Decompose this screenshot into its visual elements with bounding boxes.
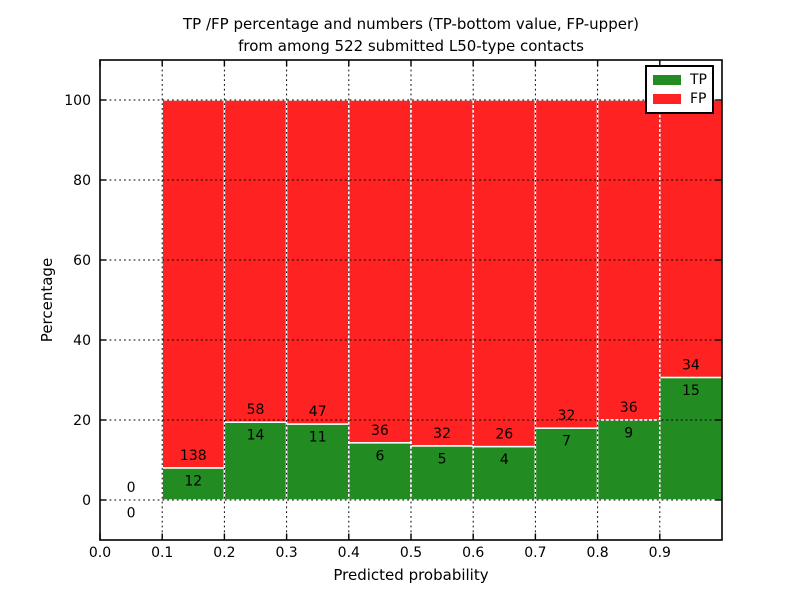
- x-tick-label: 0.0: [89, 545, 111, 561]
- tp-bar: [285, 423, 350, 501]
- legend-label-fp: FP: [690, 91, 707, 108]
- tp-bar: [223, 421, 288, 501]
- tp-bar: [659, 376, 723, 501]
- legend-swatch-fp: [653, 94, 681, 105]
- x-tick-label: 0.6: [462, 545, 484, 561]
- x-tick-label: 0.3: [275, 545, 297, 561]
- tp-count-label: 9: [624, 426, 633, 442]
- legend-label-tp: TP: [690, 71, 707, 88]
- fp-count-label: 47: [309, 404, 327, 420]
- fp-count-label: 26: [495, 427, 513, 443]
- y-axis-label: Percentage: [38, 257, 56, 343]
- fp-count-label: 0: [127, 480, 136, 496]
- y-tick-label: 100: [64, 93, 91, 109]
- fp-bar: [223, 99, 288, 423]
- tp-count-label: 14: [247, 428, 265, 444]
- fp-count-label: 36: [371, 423, 389, 439]
- fp-bar: [472, 99, 537, 448]
- fp-count-label: 32: [558, 408, 576, 424]
- grid-layer: [100, 60, 722, 540]
- y-tick-label: 20: [73, 413, 91, 429]
- fp-count-label: 58: [247, 402, 265, 418]
- tp-count-label: 4: [500, 452, 509, 468]
- tp-count-label: 7: [562, 434, 571, 450]
- fp-bar: [161, 99, 226, 469]
- tp-count-label: 5: [438, 451, 447, 467]
- x-tick-label: 0.4: [338, 545, 360, 561]
- x-tick-label: 0.9: [649, 545, 671, 561]
- fp-bar: [285, 99, 350, 425]
- legend-item-fp: FP: [653, 91, 707, 108]
- x-tick-label: 0.5: [400, 545, 422, 561]
- tp-bar: [472, 445, 537, 501]
- tp-count-label: 15: [682, 383, 700, 399]
- tp-count-label: 6: [375, 448, 384, 464]
- fp-count-label: 138: [180, 448, 207, 464]
- legend-item-tp: TP: [653, 71, 707, 88]
- y-tick-label: 40: [73, 333, 91, 349]
- x-tick-label: 0.8: [586, 545, 608, 561]
- tp-count-label: 11: [309, 430, 327, 446]
- fp-bar: [659, 99, 723, 379]
- tick-labels-layer: 0.0 0.1 0.2 0.3 0.4 0.5 0.6 0.7 0.8 0.90204060801…: [64, 93, 671, 561]
- chart-title: TP /FP percentage and numbers (TP-bottom…: [100, 13, 722, 57]
- x-axis-label: Predicted probability: [333, 566, 489, 584]
- chart-title-line1: TP /FP percentage and numbers (TP-bottom…: [183, 15, 639, 33]
- fp-bar: [348, 99, 412, 444]
- x-tick-label: 0.2: [213, 545, 235, 561]
- fp-count-label: 32: [433, 426, 451, 442]
- legend: TP FP: [645, 65, 714, 114]
- tp-count-label: 0: [127, 506, 136, 522]
- y-tick-label: 0: [82, 493, 91, 509]
- fp-count-label: 36: [620, 400, 638, 416]
- x-tick-label: 0.7: [524, 545, 546, 561]
- fp-count-label: 34: [682, 358, 700, 374]
- x-tick-label: 0.1: [151, 545, 173, 561]
- fp-bar: [410, 99, 474, 447]
- bars-layer: [161, 99, 723, 501]
- y-tick-label: 80: [73, 173, 91, 189]
- y-tick-label: 60: [73, 253, 91, 269]
- legend-swatch-tp: [653, 74, 681, 85]
- chart-title-line2: from among 522 submitted L50-type contac…: [238, 37, 584, 55]
- tp-count-label: 12: [184, 474, 202, 490]
- fp-bar: [534, 99, 599, 429]
- count-labels-layer: 0 0 138 12 58 14 47 11 36 6 32 5 26 4 32 7 36 9 34 15: [127, 358, 700, 522]
